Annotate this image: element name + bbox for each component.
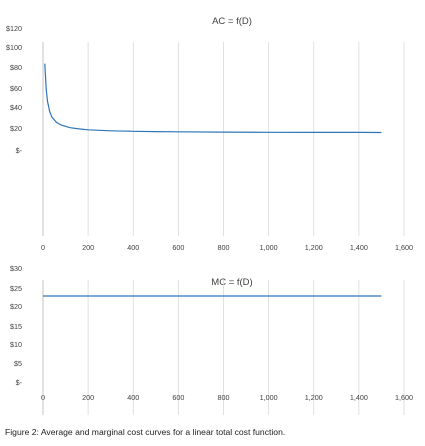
y-tick-label: $15 (10, 322, 22, 331)
y-tick-label: $25 (10, 284, 22, 293)
x-tick-label: 800 (218, 243, 230, 252)
x-tick-label: 400 (127, 243, 139, 252)
x-tick-label: 0 (41, 243, 45, 252)
y-tick-label: $- (16, 146, 23, 155)
x-tick-label: 1,200 (305, 393, 323, 402)
y-tick-label: $60 (10, 84, 22, 93)
x-tick-label: 200 (82, 393, 94, 402)
x-tick-label: 1,200 (305, 243, 323, 252)
y-tick-label: $30 (10, 264, 22, 273)
x-tick-label: 1,400 (350, 243, 368, 252)
x-tick-label: 600 (172, 243, 184, 252)
x-tick-label: 1,000 (260, 243, 278, 252)
y-tick-label: $10 (10, 340, 22, 349)
chart-average-cost: AC = f(D) 0 200 400 600 800 1,000 1,200 1,400 1,6… (6, 16, 413, 252)
y-tick-label: $20 (10, 124, 22, 133)
x-tick-label: 1,600 (395, 393, 413, 402)
x-tick-label: 1,600 (395, 243, 413, 252)
x-tick-label: 1,400 (350, 393, 368, 402)
figure-caption: Figure 2: Average and marginal cost curv… (5, 427, 286, 437)
y-tick-label: $40 (10, 103, 22, 112)
y-tick-label: $100 (6, 43, 22, 52)
y-tick-label: $- (16, 378, 23, 387)
x-tick-label: 1,000 (260, 393, 278, 402)
chart-title: AC = f(D) (212, 16, 252, 27)
x-tick-label: 200 (82, 243, 94, 252)
y-tick-label: $80 (10, 63, 22, 72)
x-tick-label: 600 (172, 393, 184, 402)
x-tick-label: 800 (218, 393, 230, 402)
chart-marginal-cost: MC = f(D)02004006008001,0001,2001,4001,6… (10, 264, 413, 415)
y-tick-label: $120 (6, 24, 22, 33)
series-line (44, 63, 382, 134)
x-tick-label: 400 (127, 393, 139, 402)
chart-title: MC = f(D) (211, 277, 252, 288)
y-tick-label: $20 (10, 302, 22, 311)
y-tick-label: $5 (14, 359, 22, 368)
